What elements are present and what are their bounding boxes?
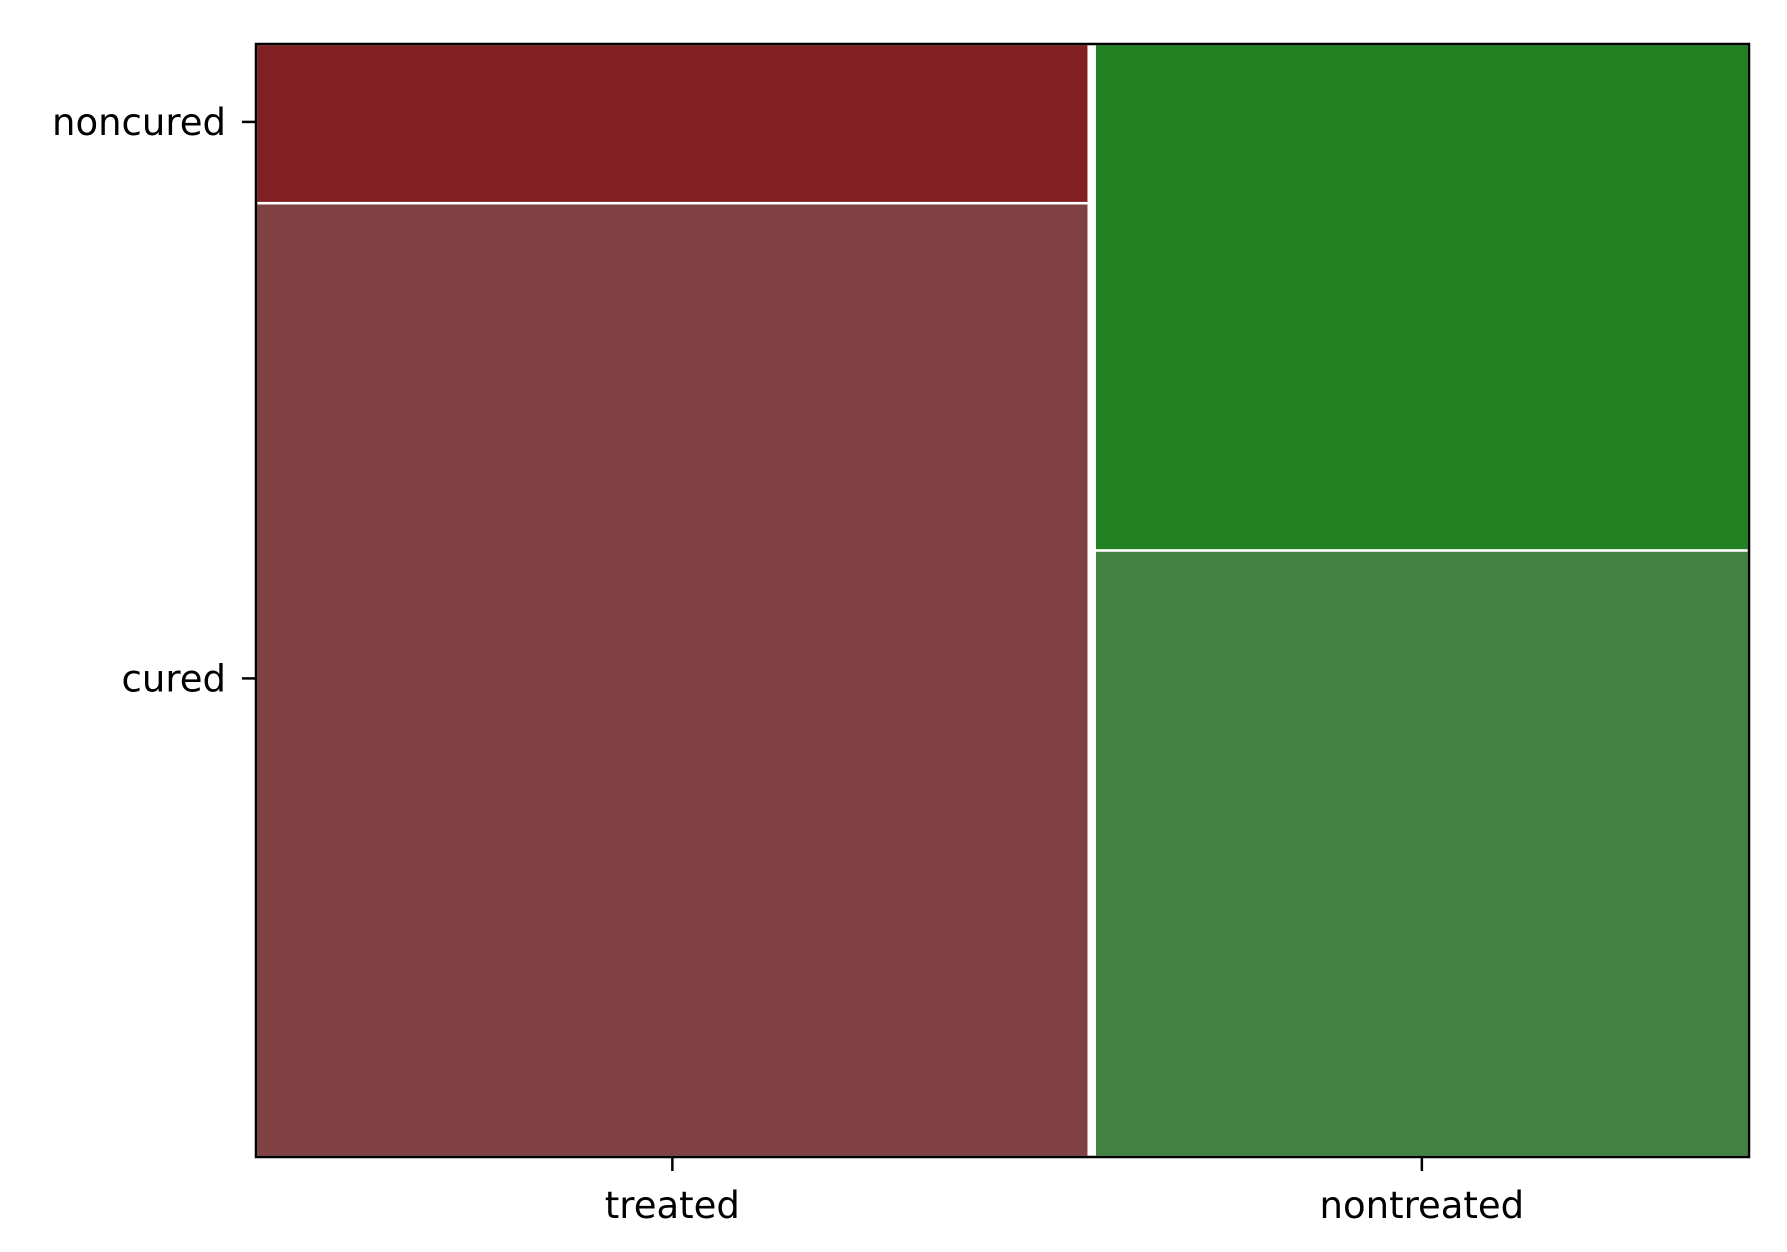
tile-nontreated-cured [1093,549,1751,1159]
x-tick-label-treated: treated [605,1184,740,1227]
mosaic-tiles [254,42,1751,1159]
tile-nontreated-noncured [1093,42,1751,552]
x-tick-label-nontreated: nontreated [1320,1184,1525,1227]
y-tick-label-cured: cured [122,657,226,700]
plot-frame [254,42,1751,1159]
tile-treated-cured [254,201,1090,1159]
x-axis: treated nontreated [605,1157,1524,1227]
y-tick-label-noncured: noncured [52,101,226,144]
tile-treated-noncured [254,42,1090,205]
y-axis: cured noncured [52,101,256,700]
